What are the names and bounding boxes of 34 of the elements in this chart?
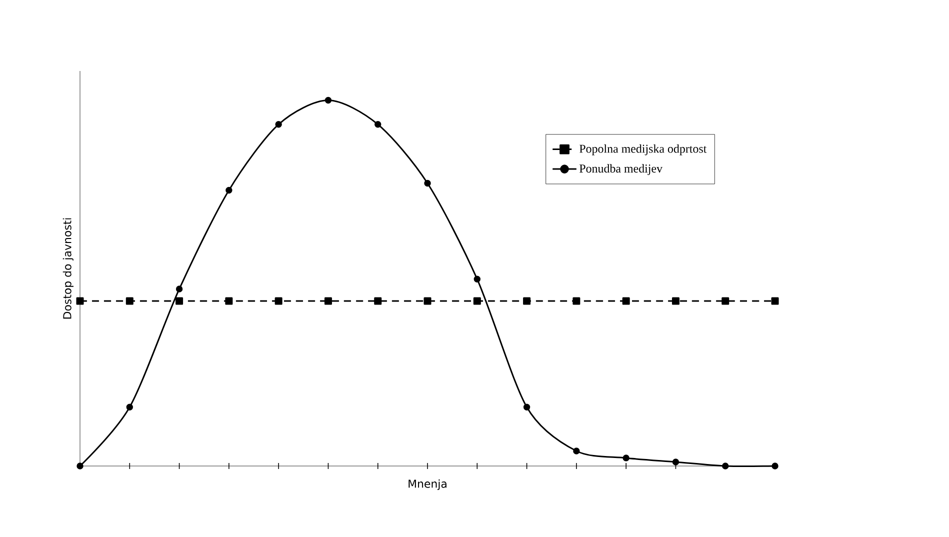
point [622,454,630,462]
point [523,404,530,410]
point [225,297,233,305]
point [672,458,680,466]
point [474,276,480,282]
point [672,297,680,305]
point [374,121,382,128]
point [274,297,282,305]
point [424,180,431,187]
point [622,297,630,305]
point [722,297,730,305]
point [523,297,531,305]
x-axis-title: Mnenja [408,479,446,490]
point [176,286,183,292]
point [275,121,282,128]
point [126,297,134,305]
point [324,96,332,104]
point [324,297,332,305]
point [473,297,481,305]
point [771,297,779,305]
point [76,462,84,470]
y-axis-title: Dostop do javnosti [62,218,74,319]
legend-label: Ponudba medijev [580,164,663,176]
point [176,297,184,305]
legend-label: Popolna medijska odprtost [580,144,707,156]
point [573,448,580,454]
point [126,404,133,410]
point [226,186,232,194]
point [572,297,580,305]
point [722,462,729,470]
point [374,297,382,305]
point [76,297,84,305]
point [424,297,432,305]
point [772,462,778,470]
